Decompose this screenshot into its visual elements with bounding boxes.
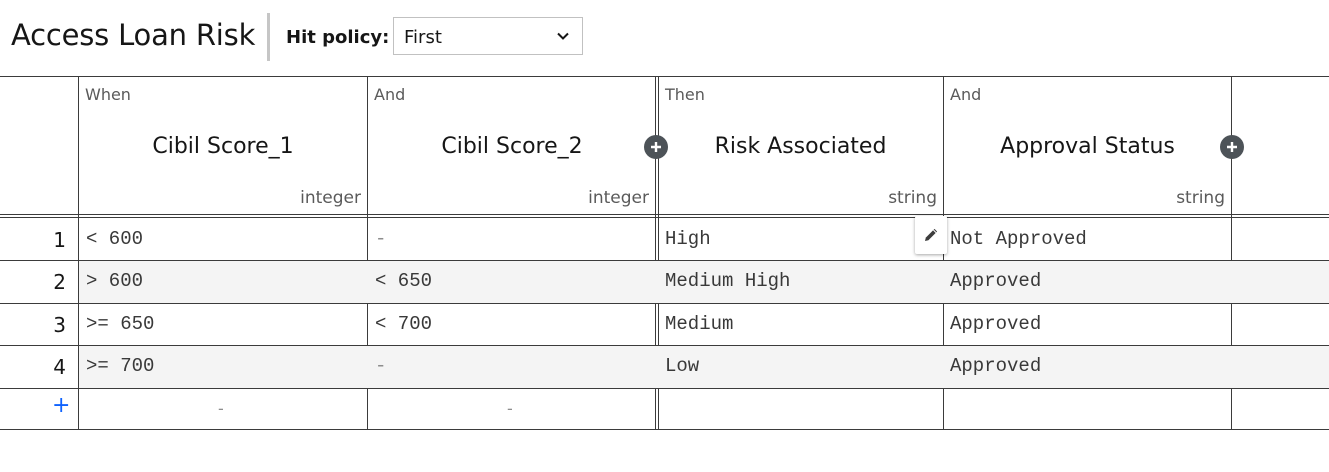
table-cell[interactable]: < 700 — [375, 313, 433, 335]
row-number[interactable]: 4 — [53, 355, 66, 379]
column-header-kind: And — [950, 85, 982, 104]
column-header-type: integer — [588, 188, 649, 208]
table-cell[interactable]: Low — [665, 355, 700, 377]
table-grid-line — [0, 303, 1329, 304]
new-row-cell[interactable]: - — [507, 399, 513, 418]
hit-policy-label: Hit policy: — [286, 27, 390, 48]
row-number[interactable]: 3 — [53, 313, 66, 337]
add-output-column-button[interactable] — [1220, 135, 1244, 159]
table-grid-line — [78, 76, 79, 429]
pencil-icon — [925, 228, 938, 241]
column-header-kind: Then — [665, 85, 705, 104]
hit-policy-select[interactable]: First — [393, 17, 583, 55]
column-header-name[interactable]: Cibil Score_1 — [152, 134, 294, 159]
table-grid-line — [0, 214, 1329, 215]
hit-policy-value: First — [404, 27, 442, 48]
table-grid-line — [0, 76, 1329, 77]
table-cell[interactable]: < 600 — [86, 228, 144, 250]
table-cell[interactable]: Medium — [665, 313, 734, 335]
row-background — [79, 261, 1329, 303]
table-grid-line — [0, 429, 1329, 430]
plus-circle-icon — [651, 142, 661, 152]
row-number[interactable]: 1 — [53, 228, 66, 252]
row-number[interactable]: 2 — [53, 270, 66, 294]
column-header-type: string — [1176, 188, 1225, 208]
new-row-cell[interactable]: - — [218, 399, 224, 418]
column-header-name[interactable]: Risk Associated — [714, 134, 887, 159]
table-grid-line — [0, 388, 1329, 389]
table-grid-line — [0, 260, 1329, 261]
table-cell[interactable]: > 600 — [86, 270, 144, 292]
edit-cell-button[interactable] — [915, 216, 947, 254]
plus-circle-icon — [1227, 142, 1237, 152]
table-grid-line — [655, 76, 656, 429]
table-cell[interactable]: < 650 — [375, 270, 433, 292]
table-grid-line — [1231, 76, 1232, 429]
table-cell[interactable]: Not Approved — [950, 228, 1087, 250]
column-header-kind: When — [85, 85, 131, 104]
table-grid-line — [0, 217, 1329, 218]
column-header-name[interactable]: Approval Status — [1000, 134, 1175, 159]
table-grid-line — [367, 76, 368, 429]
table-grid-line — [658, 76, 659, 429]
title-separator — [267, 13, 270, 61]
add-input-column-button[interactable] — [644, 135, 668, 159]
add-row-button[interactable]: + — [52, 393, 71, 418]
column-header-name[interactable]: Cibil Score_2 — [441, 134, 583, 159]
table-cell[interactable]: High — [665, 228, 711, 250]
table-grid-line — [0, 345, 1329, 346]
page-title: Access Loan Risk — [11, 18, 256, 52]
table-cell[interactable]: Approved — [950, 270, 1042, 292]
column-header-type: string — [888, 188, 937, 208]
table-cell[interactable]: Medium High — [665, 270, 791, 292]
column-header-kind: And — [374, 85, 406, 104]
column-header-type: integer — [300, 188, 361, 208]
table-cell[interactable]: >= 650 — [86, 313, 155, 335]
table-cell[interactable]: Approved — [950, 313, 1042, 335]
table-cell[interactable]: - — [375, 355, 387, 377]
table-cell[interactable]: - — [375, 228, 387, 250]
chevron-down-icon — [557, 32, 569, 40]
table-cell[interactable]: >= 700 — [86, 355, 155, 377]
table-cell[interactable]: Approved — [950, 355, 1042, 377]
row-background — [79, 346, 1329, 388]
